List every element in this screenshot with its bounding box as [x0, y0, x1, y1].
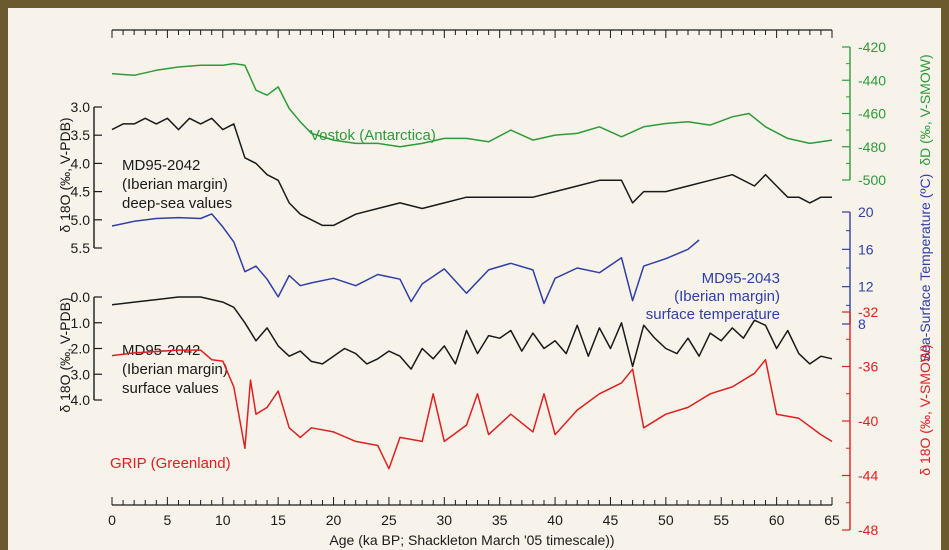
y-axis-label: Sea-Surface Temperature (ºC) [917, 174, 933, 363]
y-tick-label: -500 [858, 172, 886, 188]
y-tick-label: 3.0 [71, 366, 91, 382]
y-tick-label: -44 [858, 468, 878, 484]
series-label-line: surface values [122, 380, 219, 397]
x-tick-label: 5 [163, 512, 171, 528]
y-axis-label: δ 18O (‰, V-PDB) [57, 297, 73, 412]
y-tick-label: -420 [858, 39, 886, 55]
x-tick-label: 30 [437, 512, 453, 528]
y-tick-label: 0.0 [71, 289, 91, 305]
y-tick-label: -32 [858, 304, 878, 320]
y-tick-label: 4.0 [71, 392, 91, 408]
x-tick-label: 60 [769, 512, 785, 528]
y-tick-label: -48 [858, 522, 878, 538]
y-axis-label: δ 18O (‰, V-SMOW) [917, 344, 933, 475]
series-line [111, 349, 833, 470]
series-label-line: deep-sea values [122, 195, 232, 212]
series-label: Vostok (Antarctica) [310, 127, 436, 144]
series-line [111, 213, 700, 305]
chart-panel [8, 8, 941, 550]
x-tick-label: 55 [713, 512, 729, 528]
x-tick-label: 0 [108, 512, 116, 528]
y-axis-label: δD (‰, V-SMOW) [917, 54, 933, 165]
x-tick-label: 35 [492, 512, 508, 528]
series-line [111, 296, 833, 370]
x-tick-label: 45 [603, 512, 619, 528]
x-tick-label: 10 [215, 512, 231, 528]
y-tick-label: 4.0 [71, 155, 91, 171]
x-tick-label: 20 [326, 512, 342, 528]
x-tick-label: 50 [658, 512, 674, 528]
series-label-line: (Iberian margin) [674, 288, 780, 305]
y-axis-label: δ 18O (‰, V-PDB) [57, 117, 73, 232]
series-label-line: (Iberian margin) [122, 361, 228, 378]
series-label-line: MD95-2043 [702, 270, 780, 287]
y-tick-label: 5.0 [71, 212, 91, 228]
y-tick-label: -36 [858, 359, 878, 375]
y-tick-label: -480 [858, 139, 886, 155]
series-line [111, 62, 833, 148]
y-tick-label: 2.0 [71, 341, 91, 357]
series-line [111, 117, 832, 227]
y-tick-label: 5.5 [71, 240, 91, 256]
y-tick-label: 20 [858, 204, 874, 220]
y-tick-label: 16 [858, 241, 874, 257]
y-tick-label: 3.0 [71, 99, 91, 115]
series-label-line: MD95-2042 [122, 157, 200, 174]
x-tick-label: 40 [547, 512, 563, 528]
y-tick-label: -40 [858, 413, 878, 429]
series-label-line: (Iberian margin) [122, 176, 228, 193]
y-tick-label: 1.0 [71, 315, 91, 331]
x-tick-label: 15 [270, 512, 286, 528]
x-tick-label: 25 [381, 512, 397, 528]
y-tick-label: 8 [858, 316, 866, 332]
x-tick-label: 65 [824, 512, 840, 528]
y-tick-label: 12 [858, 279, 874, 295]
y-tick-label: -460 [858, 106, 886, 122]
y-tick-label: 3.5 [71, 127, 91, 143]
series-label-line: surface temperature [646, 306, 780, 323]
y-tick-label: -440 [858, 72, 886, 88]
series-label: GRIP (Greenland) [110, 455, 231, 472]
x-axis-label: Age (ka BP; Shackleton March '05 timesca… [329, 532, 614, 548]
y-tick-label: 4.5 [71, 184, 91, 200]
